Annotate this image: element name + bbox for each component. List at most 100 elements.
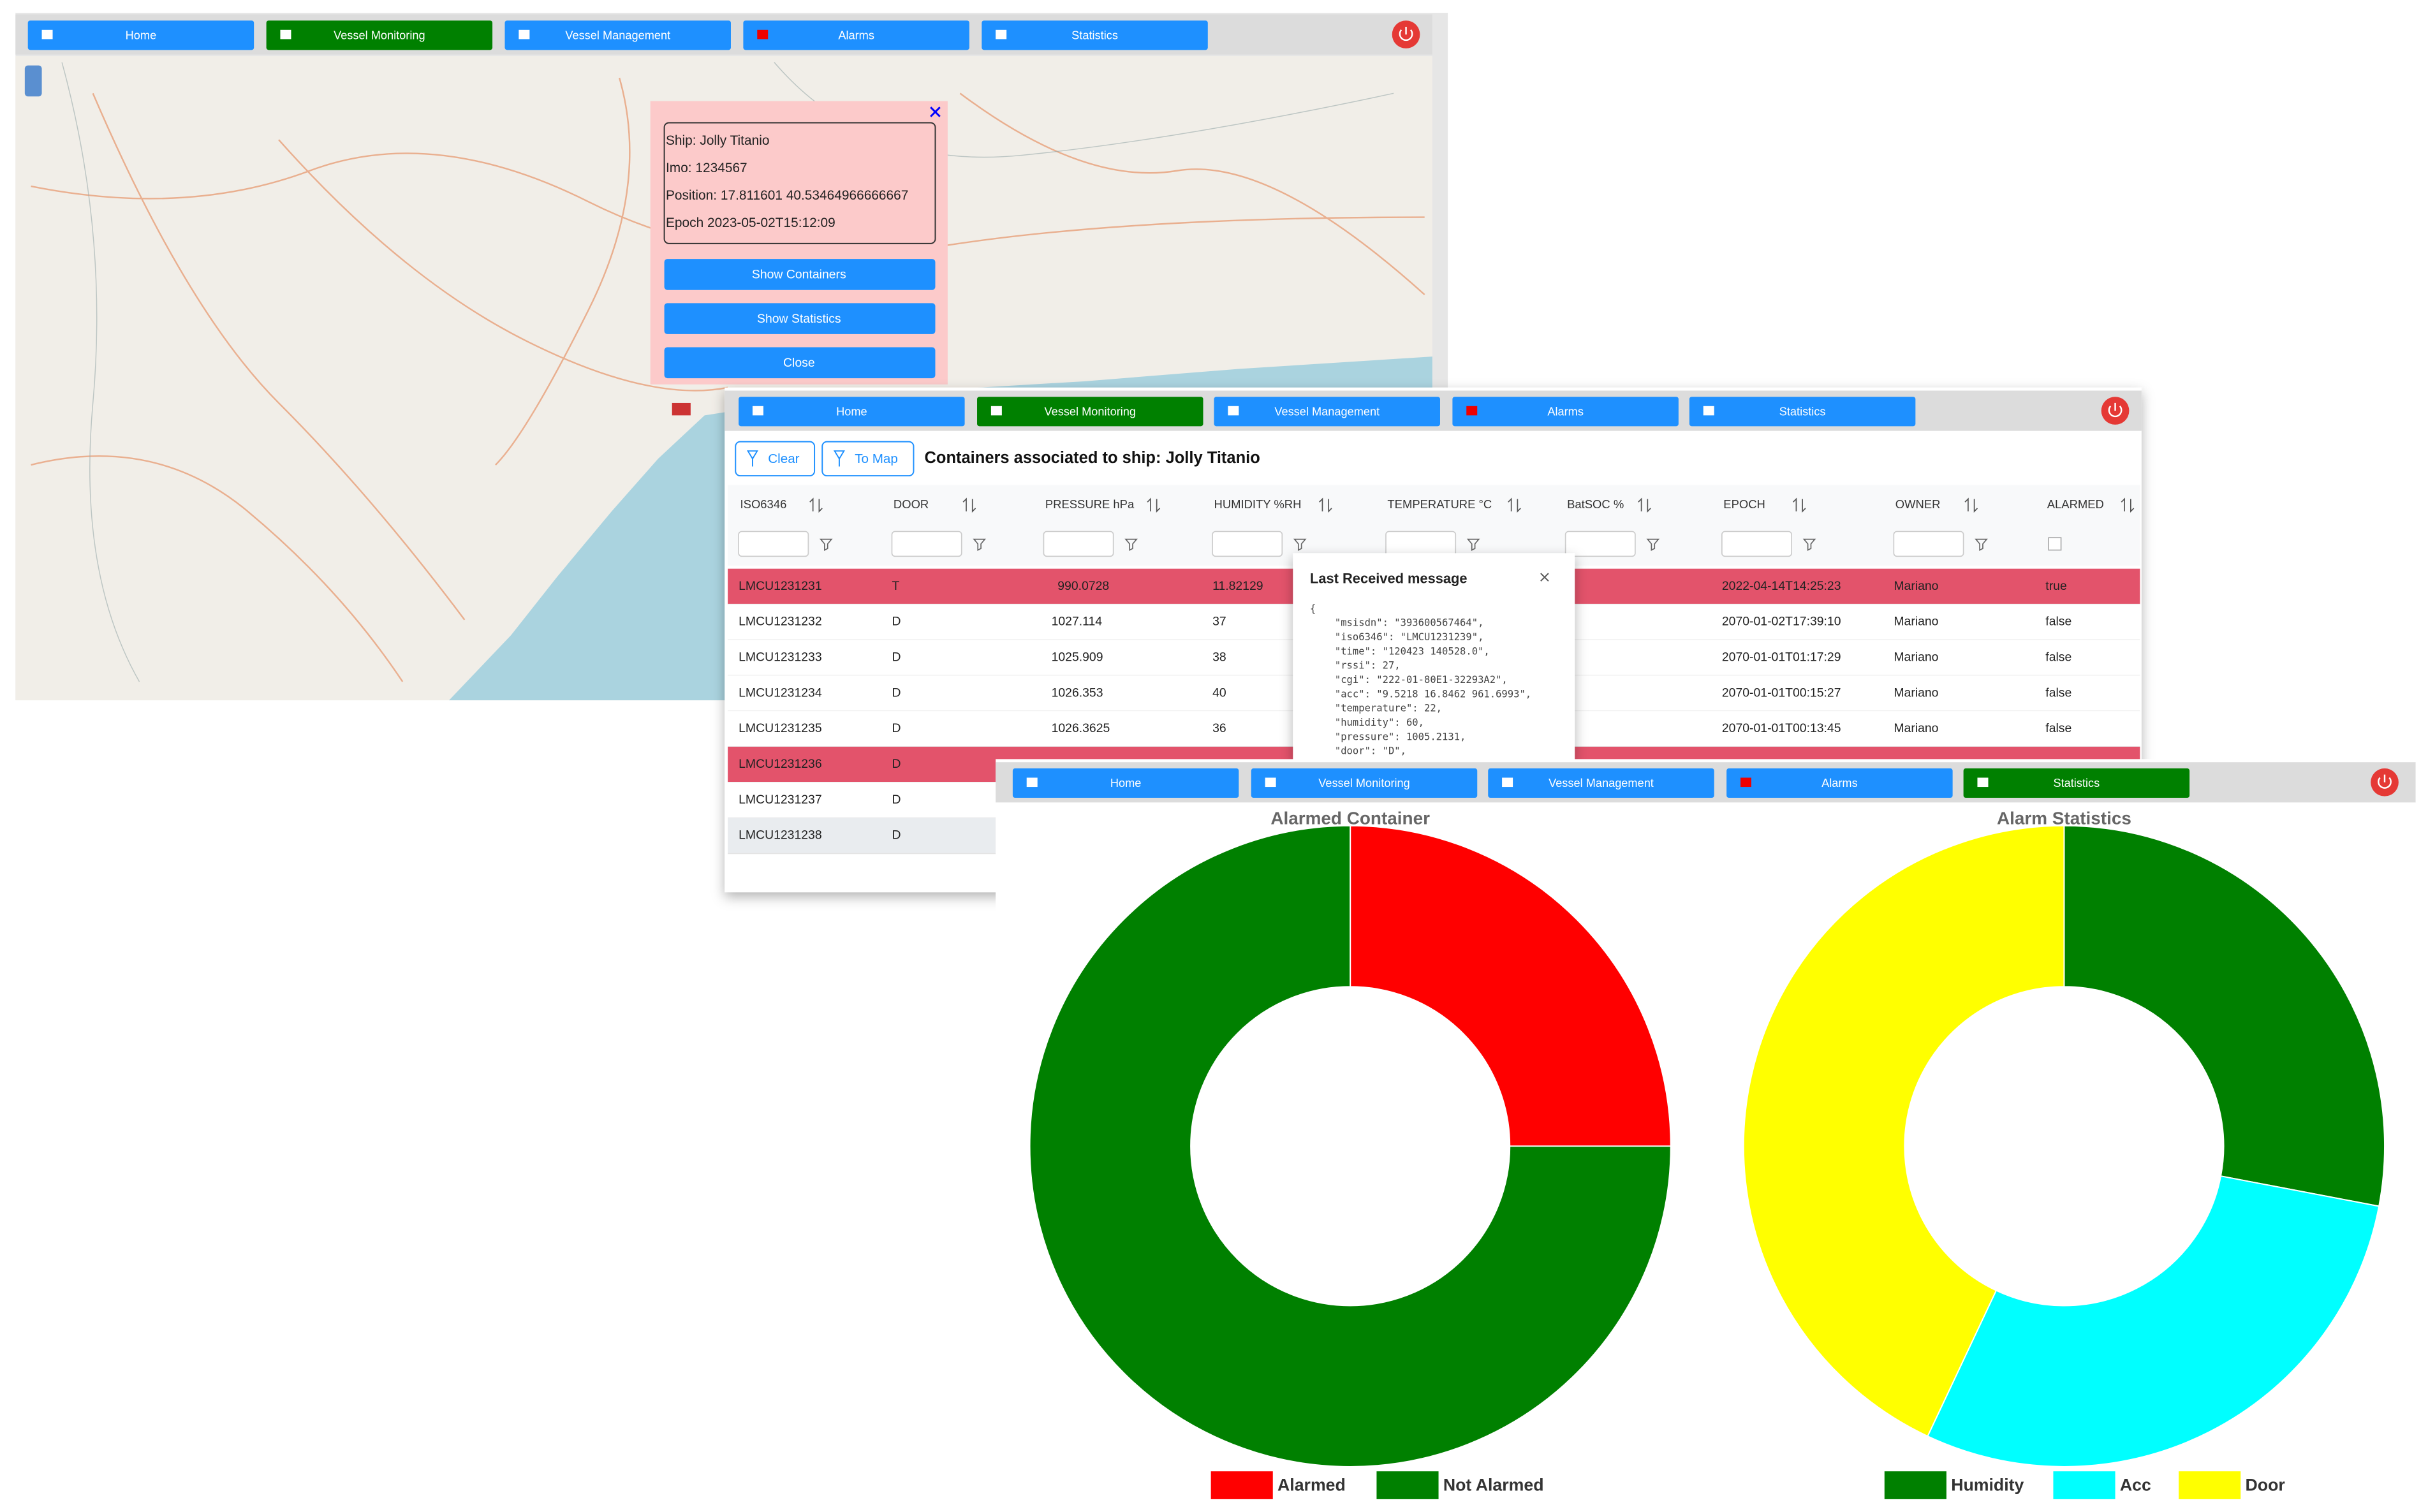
legend-swatch[interactable] bbox=[2179, 1471, 2241, 1499]
filter-icon[interactable] bbox=[1466, 538, 1480, 551]
sort-icon[interactable] bbox=[962, 497, 976, 513]
filter-input[interactable] bbox=[891, 531, 962, 557]
popup-button-label[interactable]: Show Statistics bbox=[757, 312, 841, 326]
legend-label[interactable]: Humidity bbox=[1951, 1475, 2024, 1494]
legend-label[interactable]: Alarmed bbox=[1277, 1475, 1346, 1494]
nav-label[interactable]: Statistics bbox=[2053, 777, 2100, 789]
nav-button[interactable] bbox=[1488, 768, 1714, 798]
popup-close-icon[interactable] bbox=[930, 106, 941, 117]
sort-icon[interactable] bbox=[1964, 497, 1978, 513]
statistics-window: Home Vessel Monitoring Vessel Management Al… bbox=[996, 759, 2416, 1512]
filter-icon[interactable] bbox=[973, 538, 986, 551]
legend-swatch[interactable] bbox=[1884, 1471, 1946, 1499]
nav-button[interactable] bbox=[1963, 768, 2190, 798]
nav-button[interactable] bbox=[743, 20, 969, 50]
toolbar-label[interactable]: To Map bbox=[855, 451, 898, 466]
popup-info bbox=[663, 122, 936, 244]
nav-icon bbox=[1740, 777, 1751, 788]
legend-swatch[interactable] bbox=[2053, 1471, 2115, 1499]
zoom-control[interactable] bbox=[24, 65, 42, 97]
nav-button[interactable] bbox=[1689, 397, 1916, 427]
nav-button[interactable] bbox=[1452, 397, 1679, 427]
popup-button-label[interactable]: Show Containers bbox=[752, 268, 846, 282]
table-cell: LMCU1231236 bbox=[739, 757, 822, 771]
toolbar-button[interactable] bbox=[735, 441, 816, 477]
nav-button[interactable] bbox=[27, 20, 254, 50]
toolbar-label[interactable]: Clear bbox=[768, 451, 799, 466]
nav-button[interactable] bbox=[977, 397, 1203, 427]
nav-button[interactable] bbox=[1726, 768, 1953, 798]
nav-button[interactable] bbox=[504, 20, 731, 50]
sort-icon[interactable] bbox=[1792, 497, 1806, 513]
table-cell: Mariano bbox=[1894, 650, 1938, 664]
sort-icon[interactable] bbox=[1318, 497, 1332, 513]
ship-marker[interactable] bbox=[672, 402, 691, 416]
nav-label[interactable]: Home bbox=[1110, 777, 1142, 789]
filter-input[interactable] bbox=[738, 531, 809, 557]
dialog-json-line: "rssi": 27, bbox=[1335, 660, 1401, 672]
legend-label[interactable]: Door bbox=[2246, 1475, 2285, 1494]
filter-icon[interactable] bbox=[1646, 538, 1660, 551]
nav-label[interactable]: Home bbox=[126, 29, 157, 41]
filter-input[interactable] bbox=[1893, 531, 1964, 557]
filter-checkbox[interactable] bbox=[2048, 537, 2062, 551]
filter-icon[interactable] bbox=[1293, 538, 1307, 551]
nav-button[interactable] bbox=[266, 20, 493, 50]
pie-slice[interactable] bbox=[2063, 825, 2385, 1207]
table-cell: Mariano bbox=[1894, 686, 1938, 700]
nav-label[interactable]: Statistics bbox=[1071, 29, 1118, 41]
popup-button[interactable] bbox=[664, 347, 936, 379]
nav-button[interactable] bbox=[982, 20, 1208, 50]
sort-icon[interactable] bbox=[1508, 497, 1521, 513]
nav-label[interactable]: Home bbox=[836, 405, 867, 418]
popup-button[interactable] bbox=[664, 303, 936, 334]
sort-icon[interactable] bbox=[809, 497, 823, 513]
dialog-close[interactable] bbox=[1540, 573, 1549, 582]
pie-slice[interactable] bbox=[1029, 825, 1672, 1467]
nav-label[interactable]: Vessel Management bbox=[1549, 777, 1654, 789]
nav-label[interactable]: Vessel Monitoring bbox=[334, 29, 425, 41]
nav-label[interactable]: Alarms bbox=[1547, 405, 1584, 418]
filter-input[interactable] bbox=[1385, 531, 1457, 557]
column-header: DOOR bbox=[894, 497, 929, 511]
table-cell: LMCU1231231 bbox=[739, 579, 822, 593]
sort-icon[interactable] bbox=[2121, 497, 2135, 513]
nav-label[interactable]: Vessel Monitoring bbox=[1318, 777, 1410, 789]
nav-label[interactable]: Vessel Monitoring bbox=[1044, 405, 1136, 418]
filter-input[interactable] bbox=[1212, 531, 1283, 557]
chart: Alarmed Container Alarmed Not Alarmed bbox=[1029, 808, 1672, 1499]
legend-label[interactable]: Acc bbox=[2120, 1475, 2151, 1494]
nav-label[interactable]: Vessel Management bbox=[1274, 405, 1380, 418]
popup-button-label[interactable]: Close bbox=[783, 356, 815, 370]
column-header: OWNER bbox=[1895, 497, 1941, 511]
chart-title: Alarm Statistics bbox=[1997, 808, 2131, 828]
nav-label[interactable]: Vessel Management bbox=[565, 29, 670, 41]
nav-label[interactable]: Statistics bbox=[1779, 405, 1826, 418]
nav-button[interactable] bbox=[1012, 768, 1239, 798]
legend-swatch[interactable] bbox=[1210, 1471, 1273, 1499]
pie-slice[interactable] bbox=[1742, 825, 2065, 1437]
sort-icon[interactable] bbox=[1638, 497, 1651, 513]
legend-swatch[interactable] bbox=[1376, 1471, 1439, 1499]
table-cell: 40 bbox=[1212, 686, 1226, 700]
table-title: Containers associated to ship: Jolly Tit… bbox=[924, 449, 1260, 467]
sort-icon[interactable] bbox=[1147, 497, 1161, 513]
pie-slice[interactable] bbox=[1350, 825, 1672, 1147]
toolbar-button[interactable] bbox=[821, 441, 915, 477]
filter-icon[interactable] bbox=[819, 538, 833, 551]
table-cell: false bbox=[2045, 650, 2071, 664]
pie-slice[interactable] bbox=[1927, 1175, 2380, 1467]
filter-input[interactable] bbox=[1721, 531, 1792, 557]
nav-label[interactable]: Alarms bbox=[838, 29, 874, 41]
nav-button[interactable] bbox=[739, 397, 965, 427]
filter-icon[interactable] bbox=[1975, 538, 1988, 551]
nav-label[interactable]: Alarms bbox=[1821, 777, 1858, 789]
filter-icon[interactable] bbox=[1124, 538, 1138, 551]
legend-label[interactable]: Not Alarmed bbox=[1443, 1475, 1544, 1494]
filter-input[interactable] bbox=[1043, 531, 1114, 557]
popup-button[interactable] bbox=[664, 259, 936, 290]
nav-button[interactable] bbox=[1214, 397, 1440, 427]
filter-input[interactable] bbox=[1564, 531, 1636, 557]
filter-icon[interactable] bbox=[1802, 538, 1816, 551]
nav-button[interactable] bbox=[1251, 768, 1478, 798]
